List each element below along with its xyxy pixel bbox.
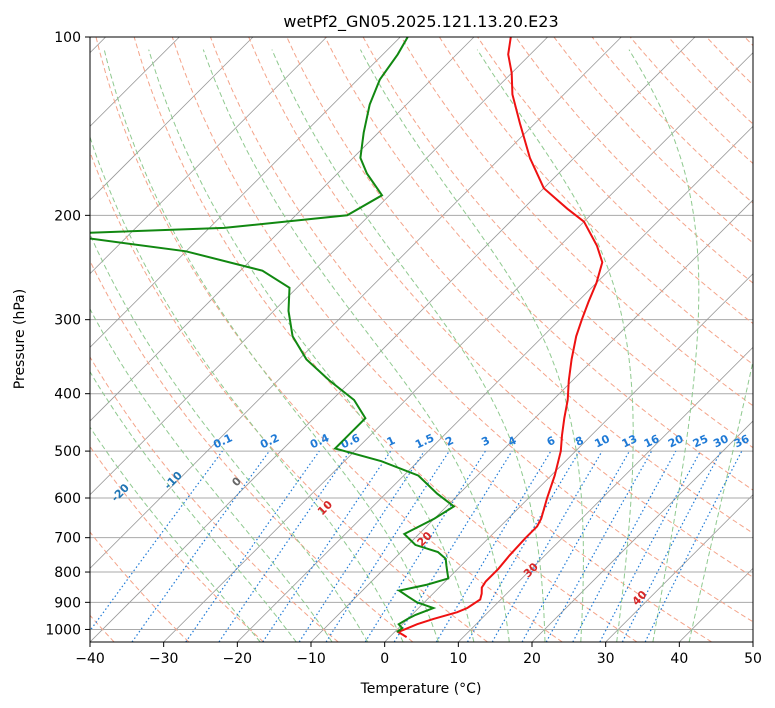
dry-adiabat-line (286, 37, 753, 534)
mixing-ratio-line (185, 450, 320, 642)
x-tick-label: 10 (449, 651, 467, 667)
mixing-ratio-label: 25 (691, 432, 710, 450)
x-tick-label: 20 (523, 651, 541, 667)
mixing-ratio-line (90, 450, 223, 632)
isotherm-line (90, 37, 401, 348)
isotherm-line (90, 37, 696, 642)
x-tick-label: −20 (223, 651, 253, 667)
dry-adiabat-line (400, 37, 753, 407)
moist-adiabat-line (202, 49, 510, 642)
mixing-ratio-label: 30 (711, 432, 731, 450)
dry-adiabat-line (90, 356, 339, 642)
y-tick-label: 200 (54, 208, 81, 224)
dry-adiabat-line (90, 531, 190, 642)
dewpoint-profile-line (90, 37, 456, 633)
temperature-profile-line (396, 37, 604, 638)
y-tick-label: 600 (54, 491, 81, 507)
mixing-ratio-line (131, 450, 270, 642)
axis-layer: −40 −30 −20 −10 0 10 20 30 40 50 100 200 300 400 500 60… (45, 30, 762, 667)
dry-adiabat-line (591, 37, 753, 204)
dry-adiabat-line (171, 37, 712, 642)
moist-adiabat-line (90, 135, 404, 642)
mixing-ratio-label: 10 (593, 432, 613, 450)
plot-area (90, 37, 753, 642)
moist-adiabat-line (359, 49, 584, 642)
mixing-ratio-line (298, 450, 425, 642)
isotherm-line (90, 37, 622, 569)
x-tick-label: −40 (75, 651, 105, 667)
mixing-ratio-line (393, 450, 513, 642)
y-tick-label: 700 (54, 531, 81, 547)
dry-adiabat-line (95, 37, 563, 642)
x-tick-label: 50 (744, 651, 762, 667)
moist-adiabat-line (271, 49, 546, 642)
y-tick-label: 800 (54, 565, 81, 581)
isotherm-line (531, 420, 753, 642)
dry-adiabat-line (362, 37, 753, 449)
x-tick-label: 40 (670, 651, 688, 667)
mixing-ratio-line (218, 450, 351, 642)
isotherm-line (90, 37, 548, 496)
y-tick-label: 400 (54, 387, 81, 403)
dry-adiabat-line (477, 37, 753, 325)
isotherm-line (384, 273, 753, 642)
y-tick-label: 300 (54, 313, 81, 329)
dry-adiabat-line (248, 37, 753, 578)
isotherm-line (237, 125, 753, 642)
isotherm-line (90, 37, 327, 275)
dry-adiabat-line (438, 37, 753, 365)
y-tick-label: 500 (54, 444, 81, 460)
isotherm-line (163, 52, 753, 642)
moist-adiabat-line (148, 49, 475, 642)
y-axis-label: Pressure (hPa) (12, 289, 28, 389)
x-tick-label: 30 (597, 651, 615, 667)
moist-adiabat-line (103, 49, 439, 642)
mixing-ratio-line (545, 450, 653, 642)
mixing-ratio-label: 13 (620, 432, 639, 450)
dry-adiabat-line (90, 259, 414, 642)
mixing-ratio-line (325, 450, 450, 642)
x-tick-label: −30 (149, 651, 179, 667)
mixing-ratio-line (572, 450, 677, 642)
dry-adiabat-line (553, 37, 753, 244)
x-tick-label: −10 (296, 651, 326, 667)
y-tick-label: 1000 (45, 622, 81, 638)
chart-title: wetPf2_GN05.2025.121.13.20.E23 (283, 12, 558, 32)
mixing-ratio-label: 16 (642, 432, 662, 450)
x-tick-label: 0 (380, 651, 389, 667)
isotherm-line (90, 37, 254, 201)
plot-frame (89, 36, 754, 643)
dry-adiabat-line (210, 37, 753, 623)
moist-adiabat-line (90, 370, 297, 642)
mixing-ratio-label: 36 (732, 432, 752, 450)
isotherm-line (458, 346, 753, 642)
moist-adiabat-line (90, 232, 369, 642)
isotherm-line (90, 37, 475, 422)
dry-adiabat-line (324, 37, 753, 491)
mixing-ratio-line (262, 450, 392, 642)
moist-adiabat-line (688, 358, 753, 642)
x-axis-label: Temperature (°C) (360, 681, 482, 697)
mixing-ratio-line (521, 450, 631, 642)
moist-adiabat-line (476, 49, 634, 642)
y-tick-label: 100 (54, 30, 81, 46)
isotherm-line (605, 494, 753, 642)
mixing-ratio-label: 20 (666, 432, 686, 450)
y-tick-label: 900 (54, 595, 81, 611)
moist-adiabat-line (90, 426, 261, 642)
mixing-ratio-line (644, 450, 743, 642)
dry-adiabat-line (90, 150, 488, 642)
